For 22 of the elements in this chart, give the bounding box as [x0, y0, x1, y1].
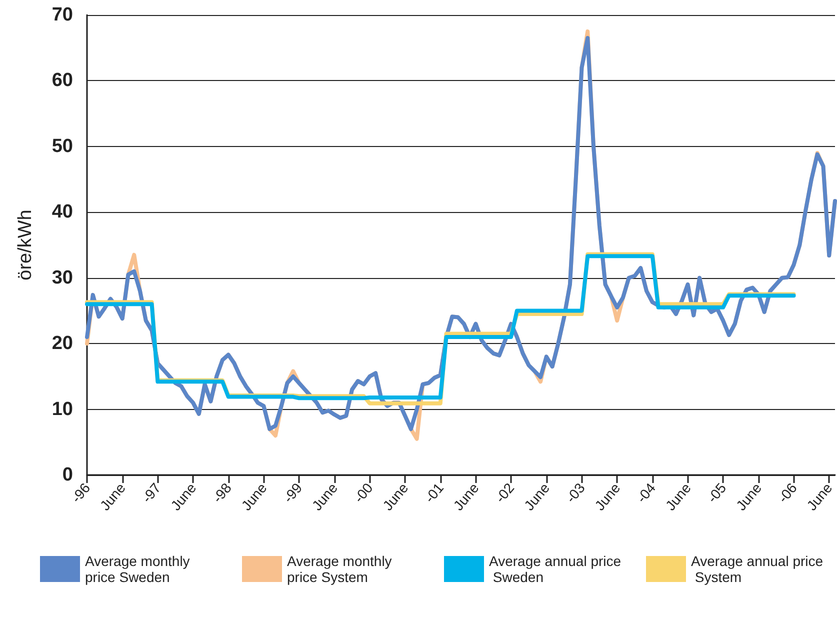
legend-label: Average annual price Sweden — [489, 553, 622, 585]
x-tick-label: -97 — [138, 480, 164, 506]
x-tick-label: -05 — [704, 480, 730, 506]
y-tick-label: 70 — [52, 4, 73, 26]
legend-label: Average monthly price Sweden — [85, 553, 194, 585]
y-tick-label: 20 — [52, 333, 73, 354]
y-axis-title: öre/kWh — [15, 210, 36, 280]
x-tick-label: -04 — [633, 480, 659, 506]
x-tick-label: -02 — [492, 480, 518, 506]
x-tick-label: -00 — [350, 480, 376, 506]
x-tick-label: -06 — [774, 480, 800, 506]
y-tick-label: 40 — [52, 202, 73, 223]
y-tick-label: 10 — [52, 398, 73, 420]
legend-label: Average monthly price System — [287, 553, 396, 585]
x-tick-label: -01 — [421, 480, 447, 506]
y-tick-label: 30 — [52, 267, 73, 288]
x-tick-label: -99 — [280, 480, 306, 506]
x-tick-label: -98 — [209, 480, 235, 506]
x-tick-label: -03 — [562, 480, 588, 506]
y-tick-label: 50 — [52, 136, 73, 157]
y-tick-label: 60 — [52, 70, 73, 92]
legend-label: Average annual price System — [691, 553, 824, 585]
